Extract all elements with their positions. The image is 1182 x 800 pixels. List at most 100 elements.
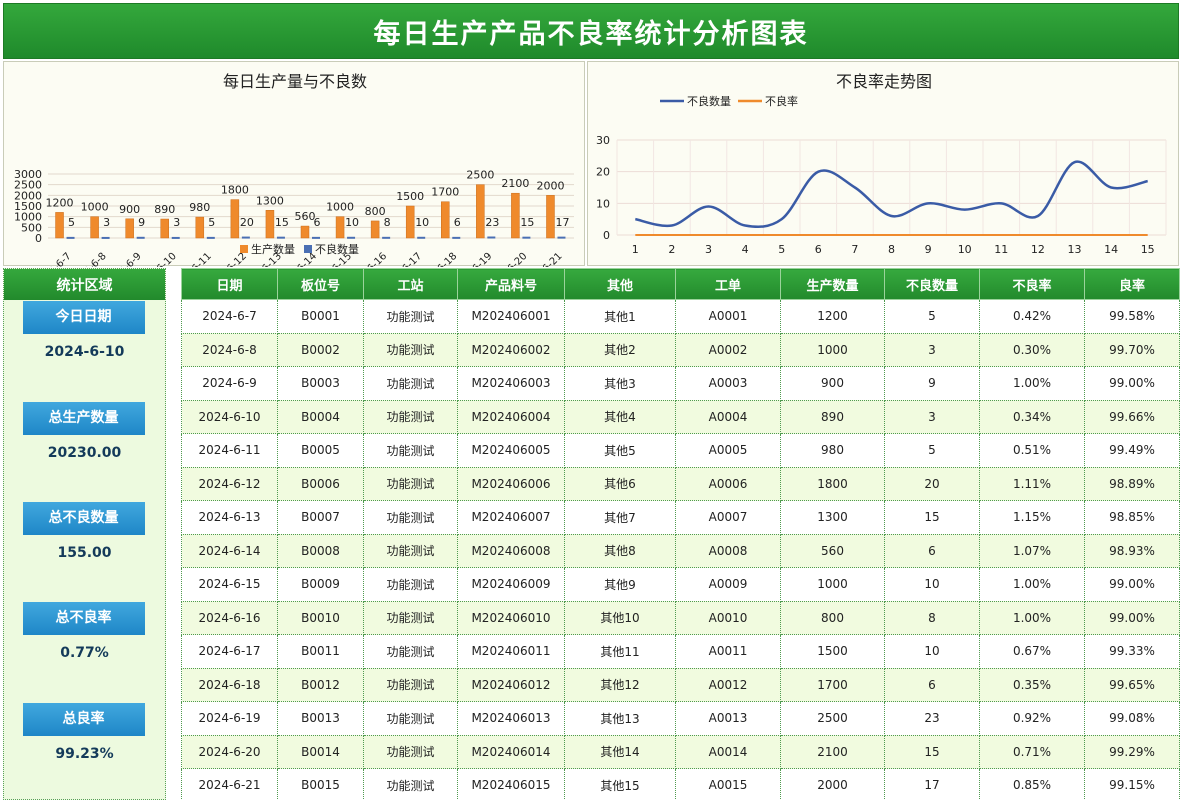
table-cell[interactable]: 功能测试	[363, 734, 458, 769]
table-cell[interactable]: 23	[884, 701, 980, 736]
table-cell[interactable]: 2024-6-7	[181, 299, 278, 334]
table-cell[interactable]: A0003	[675, 366, 781, 401]
table-cell[interactable]: 功能测试	[363, 399, 458, 434]
table-cell[interactable]: M202406012	[457, 667, 565, 702]
table-cell[interactable]: 功能测试	[363, 533, 458, 568]
table-cell[interactable]: 0.42%	[979, 299, 1085, 334]
table-row[interactable]: 2024-6-12 B0006 功能测试 M202406006 其他6 A0006 1800…	[181, 466, 1180, 501]
table-cell[interactable]: 0.92%	[979, 701, 1085, 736]
table-cell[interactable]: M202406009	[457, 567, 565, 602]
table-cell[interactable]: 99.00%	[1084, 366, 1180, 401]
table-cell[interactable]: 功能测试	[363, 768, 458, 800]
table-row[interactable]: 2024-6-10 B0004 功能测试 M202406004 其他4 A0004 890 3…	[181, 399, 1180, 434]
table-cell[interactable]: 2024-6-19	[181, 701, 278, 736]
table-cell[interactable]: 2024-6-15	[181, 567, 278, 602]
table-cell[interactable]: 2100	[780, 734, 885, 769]
table-cell[interactable]: 1.00%	[979, 567, 1085, 602]
table-cell[interactable]: B0008	[277, 533, 364, 568]
column-header[interactable]: 板位号	[277, 268, 364, 300]
table-cell[interactable]: 0.34%	[979, 399, 1085, 434]
table-cell[interactable]: 9	[884, 366, 980, 401]
table-cell[interactable]: 2000	[780, 768, 885, 800]
column-header[interactable]: 生产数量	[780, 268, 885, 300]
table-cell[interactable]: A0006	[675, 466, 781, 501]
table-cell[interactable]: B0010	[277, 600, 364, 635]
table-cell[interactable]: 15	[884, 500, 980, 535]
table-cell[interactable]: 其他12	[564, 667, 676, 702]
table-cell[interactable]: 功能测试	[363, 701, 458, 736]
table-cell[interactable]: 2024-6-20	[181, 734, 278, 769]
table-cell[interactable]: A0012	[675, 667, 781, 702]
table-row[interactable]: 2024-6-17 B0011 功能测试 M202406011 其他11 A0011 150…	[181, 634, 1180, 669]
table-cell[interactable]: A0002	[675, 332, 781, 367]
table-row[interactable]: 2024-6-13 B0007 功能测试 M202406007 其他7 A0007 1300…	[181, 500, 1180, 535]
table-cell[interactable]: 功能测试	[363, 567, 458, 602]
table-cell[interactable]: 其他6	[564, 466, 676, 501]
table-cell[interactable]: 3	[884, 399, 980, 434]
table-cell[interactable]: 99.08%	[1084, 701, 1180, 736]
table-cell[interactable]: 其他9	[564, 567, 676, 602]
table-cell[interactable]: 功能测试	[363, 332, 458, 367]
table-cell[interactable]: 其他5	[564, 433, 676, 468]
table-cell[interactable]: 15	[884, 734, 980, 769]
table-cell[interactable]: B0015	[277, 768, 364, 800]
table-cell[interactable]: 2024-6-8	[181, 332, 278, 367]
table-cell[interactable]: M202406013	[457, 701, 565, 736]
table-cell[interactable]: B0004	[277, 399, 364, 434]
table-cell[interactable]: B0011	[277, 634, 364, 669]
table-cell[interactable]: 6	[884, 667, 980, 702]
table-cell[interactable]: 99.33%	[1084, 634, 1180, 669]
table-row[interactable]: 2024-6-20 B0014 功能测试 M202406014 其他14 A0014 210…	[181, 734, 1180, 769]
table-cell[interactable]: A0010	[675, 600, 781, 635]
table-cell[interactable]: 2024-6-10	[181, 399, 278, 434]
table-cell[interactable]: 10	[884, 567, 980, 602]
table-cell[interactable]: 2500	[780, 701, 885, 736]
table-cell[interactable]: 1.00%	[979, 600, 1085, 635]
table-cell[interactable]: 2024-6-14	[181, 533, 278, 568]
table-cell[interactable]: 功能测试	[363, 433, 458, 468]
table-cell[interactable]: M202406003	[457, 366, 565, 401]
table-cell[interactable]: 1000	[780, 332, 885, 367]
table-cell[interactable]: A0009	[675, 567, 781, 602]
table-cell[interactable]: M202406005	[457, 433, 565, 468]
table-row[interactable]: 2024-6-9 B0003 功能测试 M202406003 其他3 A0003 900 9 1…	[181, 366, 1180, 401]
table-cell[interactable]: 99.00%	[1084, 567, 1180, 602]
table-cell[interactable]: B0012	[277, 667, 364, 702]
table-cell[interactable]: 其他15	[564, 768, 676, 800]
table-cell[interactable]: 10	[884, 634, 980, 669]
table-row[interactable]: 2024-6-16 B0010 功能测试 M202406010 其他10 A0010 800…	[181, 600, 1180, 635]
table-cell[interactable]: 功能测试	[363, 466, 458, 501]
table-cell[interactable]: 功能测试	[363, 634, 458, 669]
table-cell[interactable]: B0007	[277, 500, 364, 535]
column-header[interactable]: 不良率	[979, 268, 1085, 300]
table-cell[interactable]: 功能测试	[363, 299, 458, 334]
table-cell[interactable]: A0011	[675, 634, 781, 669]
table-cell[interactable]: M202406010	[457, 600, 565, 635]
table-cell[interactable]: 1.07%	[979, 533, 1085, 568]
table-cell[interactable]: 1200	[780, 299, 885, 334]
table-row[interactable]: 2024-6-11 B0005 功能测试 M202406005 其他5 A0005 980 5…	[181, 433, 1180, 468]
table-cell[interactable]: B0002	[277, 332, 364, 367]
table-row[interactable]: 2024-6-18 B0012 功能测试 M202406012 其他12 A0012 170…	[181, 667, 1180, 702]
table-cell[interactable]: 99.58%	[1084, 299, 1180, 334]
table-cell[interactable]: A0008	[675, 533, 781, 568]
table-cell[interactable]: 0.51%	[979, 433, 1085, 468]
table-cell[interactable]: 99.70%	[1084, 332, 1180, 367]
table-cell[interactable]: M202406011	[457, 634, 565, 669]
column-header[interactable]: 产品料号	[457, 268, 565, 300]
table-row[interactable]: 2024-6-15 B0009 功能测试 M202406009 其他9 A0009 1000…	[181, 567, 1180, 602]
table-cell[interactable]: 1000	[780, 567, 885, 602]
table-cell[interactable]: 99.29%	[1084, 734, 1180, 769]
column-header[interactable]: 良率	[1084, 268, 1180, 300]
table-cell[interactable]: 功能测试	[363, 366, 458, 401]
table-cell[interactable]: 功能测试	[363, 600, 458, 635]
table-row[interactable]: 2024-6-14 B0008 功能测试 M202406008 其他8 A0008 560 6…	[181, 533, 1180, 568]
table-row[interactable]: 2024-6-8 B0002 功能测试 M202406002 其他2 A0002 1000 3…	[181, 332, 1180, 367]
table-cell[interactable]: A0013	[675, 701, 781, 736]
table-cell[interactable]: 1800	[780, 466, 885, 501]
column-header[interactable]: 其他	[564, 268, 676, 300]
column-header[interactable]: 日期	[181, 268, 278, 300]
table-cell[interactable]: 900	[780, 366, 885, 401]
table-cell[interactable]: 0.71%	[979, 734, 1085, 769]
table-cell[interactable]: 17	[884, 768, 980, 800]
